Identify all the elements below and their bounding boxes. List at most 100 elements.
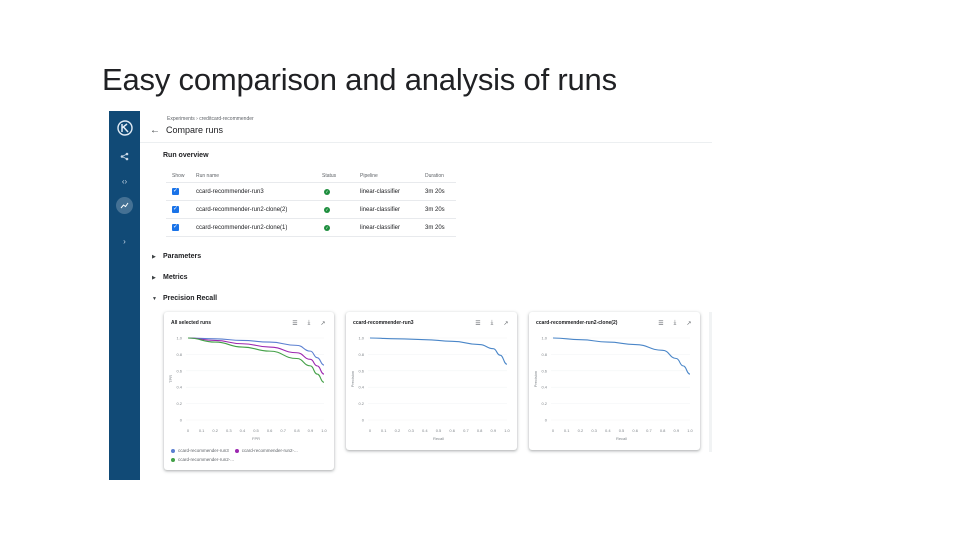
open-in-new-icon[interactable]: ↗ [320, 320, 326, 327]
x-tick-label: 0.1 [381, 428, 387, 433]
x-tick-label: 0.8 [660, 428, 666, 433]
precision-recall-section-toggle[interactable]: ▼ Precision Recall [152, 295, 217, 302]
run-name-link[interactable]: ccard-recommender-run3 [196, 188, 264, 195]
run-overview-title: Run overview [163, 152, 209, 159]
table-view-icon[interactable]: ☰ [658, 320, 664, 327]
chart-card-all-runs: All selected runs ☰ ⤓ ↗ 0 0.2 0.4 0.6 0.8 1.0… [164, 312, 334, 470]
x-tick-label: 0.7 [280, 428, 286, 433]
column-status[interactable]: Status [322, 172, 337, 179]
sidebar [109, 111, 140, 480]
open-in-new-icon[interactable]: ↗ [686, 320, 692, 327]
y-tick-label: 0.6 [541, 368, 547, 373]
x-tick-label: 0.4 [422, 428, 428, 433]
run-overview-table: Show Run name Status Pipeline Duration ✓… [166, 169, 456, 237]
series-line [187, 337, 325, 366]
experiments-icon[interactable] [116, 197, 133, 214]
show-checkbox[interactable]: ✓ [172, 224, 179, 231]
code-icon[interactable]: ‹› [121, 176, 128, 186]
x-tick-label: 0.6 [267, 428, 273, 433]
download-icon[interactable]: ⤓ [673, 319, 677, 326]
header-divider [140, 142, 712, 143]
y-tick-label: 0.8 [541, 352, 547, 357]
legend-label: ccard-recommender-run2-... [178, 457, 235, 462]
table-view-icon[interactable]: ☰ [475, 320, 481, 327]
kubeflow-logo-icon[interactable] [109, 118, 140, 138]
table-row[interactable]: ✓ ccard-recommender-run3 ✓ linear-classi… [166, 183, 456, 201]
slide-title: Easy comparison and analysis of runs [102, 62, 617, 97]
card-title: All selected runs [171, 320, 212, 326]
x-tick-label: 0.4 [240, 428, 246, 433]
pipeline-link[interactable]: linear-classifier [360, 206, 401, 213]
y-tick-label: 0.6 [176, 368, 182, 373]
chevron-right-icon: ▶ [152, 253, 156, 260]
card-title: ccard-recommender-run3 [353, 320, 414, 326]
x-tick-label: 1.0 [687, 428, 693, 433]
table-row[interactable]: ✓ ccard-recommender-run2-clone(1) ✓ line… [166, 219, 456, 237]
legend-swatch [234, 448, 239, 453]
duration-value: 3m 20s [425, 206, 445, 213]
series-line [369, 337, 508, 365]
x-tick-label: 0.7 [646, 428, 652, 433]
x-tick-label: 0 [369, 428, 372, 433]
x-tick-label: 1.0 [321, 428, 327, 433]
x-tick-label: 0.9 [491, 428, 497, 433]
legend-swatch [171, 457, 175, 462]
x-tick-label: 0.5 [253, 428, 259, 433]
page-title: Compare runs [166, 125, 224, 135]
run-name-link[interactable]: ccard-recommender-run2-clone(1) [196, 224, 288, 231]
open-in-new-icon[interactable]: ↗ [503, 320, 509, 327]
table-row[interactable]: ✓ ccard-recommender-run2-clone(2) ✓ line… [166, 201, 456, 219]
table-header: Show Run name Status Pipeline Duration [166, 169, 456, 183]
expand-sidebar-icon[interactable]: › [123, 236, 126, 246]
x-tick-label: 0.2 [578, 428, 584, 433]
pipeline-link[interactable]: linear-classifier [360, 188, 401, 195]
y-tick-label: 1.0 [541, 336, 547, 341]
x-tick-label: 0.5 [436, 428, 442, 433]
column-duration[interactable]: Duration [425, 172, 444, 179]
y-tick-label: 1.0 [176, 336, 182, 341]
column-pipeline[interactable]: Pipeline [360, 172, 378, 179]
parameters-section-toggle[interactable]: ▶ Parameters [152, 253, 201, 260]
y-tick-label: 0 [362, 418, 365, 423]
y-tick-label: 0 [545, 418, 548, 423]
precision-recall-chart: 0 0.2 0.4 0.6 0.8 1.0 0 0.1 0.2 0.3 0.4 0.5 0.6 0.7 0.… [350, 336, 511, 442]
pipelines-icon[interactable] [109, 147, 140, 165]
series-line [187, 337, 325, 375]
x-tick-label: 0.3 [591, 428, 597, 433]
x-tick-label: 0.6 [632, 428, 638, 433]
metrics-section-toggle[interactable]: ▶ Metrics [152, 274, 188, 281]
download-icon[interactable]: ⤓ [490, 319, 494, 326]
success-status-icon: ✓ [324, 224, 330, 231]
series-line [187, 337, 325, 383]
back-arrow-icon[interactable]: ← [150, 124, 160, 136]
success-status-icon: ✓ [324, 188, 330, 195]
download-icon[interactable]: ⤓ [307, 319, 311, 326]
precision-recall-label: Precision Recall [163, 295, 218, 302]
table-view-icon[interactable]: ☰ [292, 320, 298, 327]
y-tick-label: 1.0 [358, 336, 364, 341]
pipeline-link[interactable]: linear-classifier [360, 224, 401, 231]
run-name-link[interactable]: ccard-recommender-run2-clone(2) [196, 206, 288, 213]
x-axis-label: FPR [252, 436, 260, 441]
y-tick-label: 0.2 [541, 401, 547, 406]
chevron-down-icon: ▼ [152, 295, 157, 302]
precision-recall-chart: 0 0.2 0.4 0.6 0.8 1.0 0 0.1 0.2 0.3 0.4 0.5 0.6 0.7 0.… [533, 336, 694, 442]
parameters-label: Parameters [163, 253, 202, 260]
page-header: ← Compare runs [150, 124, 223, 136]
y-tick-label: 0.4 [541, 385, 547, 390]
x-tick-label: 1.0 [504, 428, 510, 433]
x-tick-label: 0.5 [619, 428, 625, 433]
legend-label: ccard-recommender-run2-... [241, 448, 298, 453]
duration-value: 3m 20s [425, 188, 445, 195]
show-checkbox[interactable]: ✓ [172, 206, 179, 213]
x-tick-label: 0.8 [477, 428, 483, 433]
legend-item[interactable]: ccard-recommender-run2-... [171, 457, 234, 462]
x-tick-label: 0.2 [395, 428, 401, 433]
show-checkbox[interactable]: ✓ [172, 188, 179, 195]
breadcrumb[interactable]: Experiments › creditcard-recommender [167, 116, 254, 122]
legend-item[interactable]: ccard-recommender-run3 ccard-recommender… [171, 448, 298, 453]
series-line [552, 337, 691, 375]
y-tick-label: 0.8 [358, 352, 364, 357]
column-run-name[interactable]: Run name [196, 172, 220, 179]
